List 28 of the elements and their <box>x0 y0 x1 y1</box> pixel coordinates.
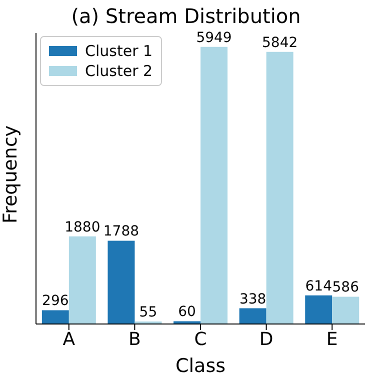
x-tick-label: B <box>128 328 141 350</box>
bar <box>200 46 228 324</box>
data-label: 5949 <box>196 30 232 46</box>
data-label: 1880 <box>64 219 100 236</box>
data-label: 55 <box>139 304 158 320</box>
bar <box>305 295 332 324</box>
x-axis-title: Class <box>176 355 226 377</box>
x-tick-label: C <box>194 328 207 350</box>
data-label: 338 <box>239 291 266 308</box>
bar <box>239 308 266 324</box>
x-tick-label: D <box>259 328 274 350</box>
bar <box>42 310 69 324</box>
chart-title: (a) Stream Distribution <box>70 4 302 28</box>
data-label: 1788 <box>103 224 140 240</box>
data-label: 296 <box>42 293 69 310</box>
x-tick-label: A <box>62 328 76 350</box>
bar <box>108 240 135 324</box>
legend-label: Cluster 1 <box>85 41 153 61</box>
bar <box>332 296 360 324</box>
y-axis-title: Frequency <box>0 125 22 224</box>
x-tick-label: E <box>326 328 338 350</box>
bar <box>68 236 96 324</box>
data-label: 614 <box>305 278 332 294</box>
legend-label: Cluster 2 <box>85 61 153 81</box>
data-label: 60 <box>178 304 196 320</box>
bar <box>266 52 294 324</box>
data-label: 586 <box>332 280 360 296</box>
data-label: 5842 <box>262 34 298 51</box>
